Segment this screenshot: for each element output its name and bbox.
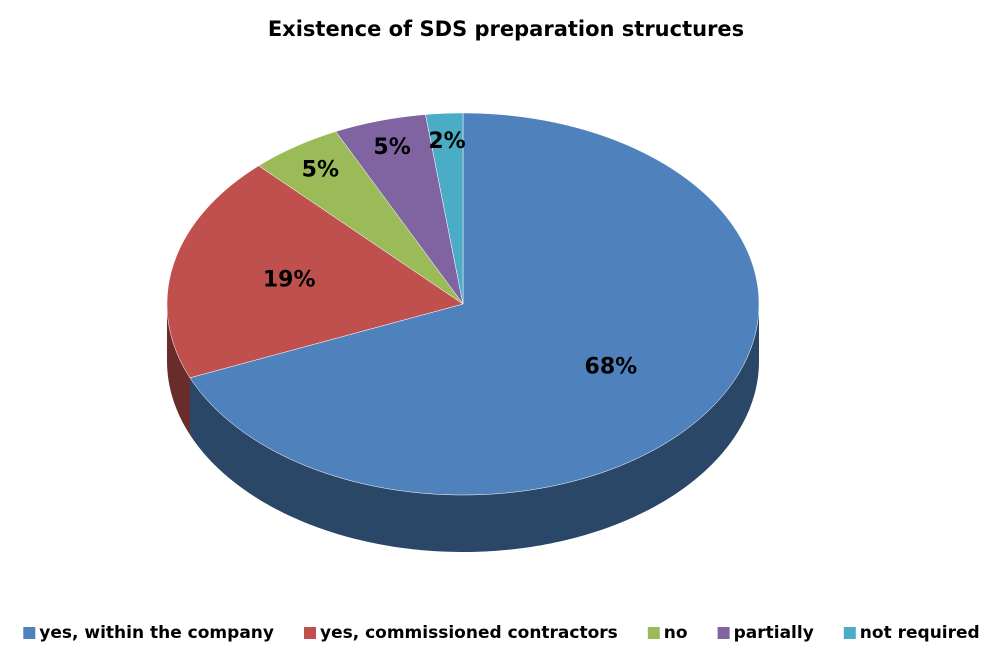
legend-swatch <box>843 627 856 639</box>
legend-label: yes, commissioned contractors <box>320 623 618 643</box>
chart-title: Existence of SDS preparation structures <box>268 17 744 41</box>
pie-side <box>189 304 759 552</box>
data-label: 5% <box>302 157 339 182</box>
legend-label: partially <box>734 623 814 643</box>
legend-swatch <box>647 627 660 639</box>
legend-swatch <box>717 627 730 639</box>
data-label: 68% <box>585 354 638 379</box>
pie-side <box>167 304 190 435</box>
pie-slice <box>166 165 464 379</box>
pie-slice <box>335 114 464 305</box>
pie-slice <box>425 112 464 305</box>
pie-slice <box>189 112 760 496</box>
data-label: 5% <box>373 135 410 160</box>
legend-swatch <box>23 627 36 639</box>
pie-slice <box>258 131 464 305</box>
legend-label: yes, within the company <box>39 623 274 643</box>
data-label: 19% <box>263 268 316 293</box>
data-label: 2% <box>428 129 465 154</box>
legend-label: no <box>664 623 688 643</box>
legend-label: not required <box>860 623 980 643</box>
legend-swatch <box>303 627 316 639</box>
